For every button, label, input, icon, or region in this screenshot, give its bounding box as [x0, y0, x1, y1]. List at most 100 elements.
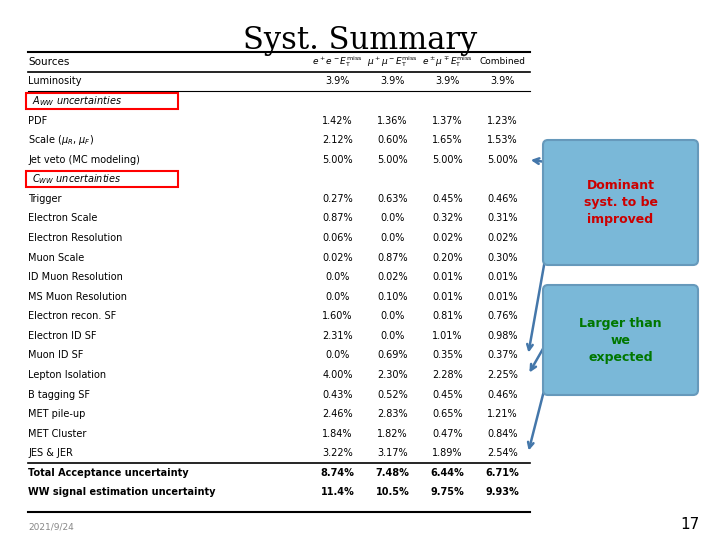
Text: 2.46%: 2.46%: [322, 409, 353, 419]
Text: 5.00%: 5.00%: [432, 154, 463, 165]
Text: 1.01%: 1.01%: [432, 331, 463, 341]
Text: 0.52%: 0.52%: [377, 389, 408, 400]
Text: Lepton Isolation: Lepton Isolation: [28, 370, 106, 380]
Text: 1.82%: 1.82%: [377, 429, 408, 438]
Text: 0.01%: 0.01%: [432, 292, 463, 302]
Text: 0.02%: 0.02%: [487, 233, 518, 243]
Text: 0.30%: 0.30%: [487, 253, 518, 262]
Text: 0.27%: 0.27%: [322, 194, 353, 204]
Text: 17: 17: [680, 517, 700, 532]
Text: 5.00%: 5.00%: [322, 154, 353, 165]
Text: Electron recon. SF: Electron recon. SF: [28, 311, 116, 321]
Text: 0.45%: 0.45%: [432, 389, 463, 400]
Text: 0.02%: 0.02%: [322, 253, 353, 262]
Text: 0.01%: 0.01%: [487, 292, 518, 302]
Text: 5.00%: 5.00%: [377, 154, 408, 165]
Text: Trigger: Trigger: [28, 194, 61, 204]
Text: Jet veto (MC modeling): Jet veto (MC modeling): [28, 154, 140, 165]
Text: 7.48%: 7.48%: [376, 468, 410, 478]
Text: 0.69%: 0.69%: [377, 350, 408, 360]
Text: MS Muon Resolution: MS Muon Resolution: [28, 292, 127, 302]
Text: 0.0%: 0.0%: [380, 311, 405, 321]
Text: 0.47%: 0.47%: [432, 429, 463, 438]
Text: Electron Scale: Electron Scale: [28, 213, 97, 224]
Text: 2.12%: 2.12%: [322, 135, 353, 145]
Text: 11.4%: 11.4%: [320, 488, 354, 497]
Text: 1.37%: 1.37%: [432, 116, 463, 125]
Text: 1.65%: 1.65%: [432, 135, 463, 145]
Text: 3.22%: 3.22%: [322, 448, 353, 458]
Text: 2.28%: 2.28%: [432, 370, 463, 380]
Text: 0.10%: 0.10%: [377, 292, 408, 302]
Text: PDF: PDF: [28, 116, 48, 125]
Text: 1.53%: 1.53%: [487, 135, 518, 145]
Text: 0.20%: 0.20%: [432, 253, 463, 262]
Text: 0.45%: 0.45%: [432, 194, 463, 204]
Text: 2.31%: 2.31%: [322, 331, 353, 341]
Text: MET Cluster: MET Cluster: [28, 429, 86, 438]
Text: 0.0%: 0.0%: [380, 331, 405, 341]
Text: 10.5%: 10.5%: [376, 488, 410, 497]
Text: Muon ID SF: Muon ID SF: [28, 350, 84, 360]
Text: 0.35%: 0.35%: [432, 350, 463, 360]
Text: MET pile-up: MET pile-up: [28, 409, 86, 419]
Text: Electron Resolution: Electron Resolution: [28, 233, 122, 243]
Text: 0.60%: 0.60%: [377, 135, 408, 145]
Text: 0.0%: 0.0%: [325, 272, 350, 282]
Text: 0.76%: 0.76%: [487, 311, 518, 321]
Text: 5.00%: 5.00%: [487, 154, 518, 165]
Text: Sources: Sources: [28, 57, 69, 67]
Text: Total Acceptance uncertainty: Total Acceptance uncertainty: [28, 468, 189, 478]
Text: $A_{WW}$ uncertainties: $A_{WW}$ uncertainties: [32, 94, 122, 108]
Text: 6.44%: 6.44%: [431, 468, 464, 478]
Text: 0.84%: 0.84%: [487, 429, 518, 438]
Text: 0.65%: 0.65%: [432, 409, 463, 419]
Text: 0.0%: 0.0%: [380, 213, 405, 224]
Text: 4.00%: 4.00%: [323, 370, 353, 380]
Text: 1.42%: 1.42%: [322, 116, 353, 125]
Text: 1.60%: 1.60%: [323, 311, 353, 321]
Text: 8.74%: 8.74%: [320, 468, 354, 478]
Text: ID Muon Resolution: ID Muon Resolution: [28, 272, 123, 282]
Bar: [26, 171, 178, 187]
Text: Dominant
syst. to be
improved: Dominant syst. to be improved: [583, 179, 657, 226]
Text: 0.46%: 0.46%: [487, 389, 518, 400]
Text: Syst. Summary: Syst. Summary: [243, 25, 477, 56]
Text: 0.63%: 0.63%: [377, 194, 408, 204]
Text: Larger than
we
expected: Larger than we expected: [579, 316, 662, 363]
Text: 0.01%: 0.01%: [432, 272, 463, 282]
Text: 0.0%: 0.0%: [380, 233, 405, 243]
Text: 0.01%: 0.01%: [487, 272, 518, 282]
Text: 1.21%: 1.21%: [487, 409, 518, 419]
Text: 1.23%: 1.23%: [487, 116, 518, 125]
Text: 1.89%: 1.89%: [432, 448, 463, 458]
FancyBboxPatch shape: [543, 285, 698, 395]
Text: WW signal estimation uncertainty: WW signal estimation uncertainty: [28, 488, 215, 497]
Text: 0.87%: 0.87%: [377, 253, 408, 262]
Text: 0.02%: 0.02%: [432, 233, 463, 243]
Text: 0.02%: 0.02%: [377, 272, 408, 282]
Text: 2.30%: 2.30%: [377, 370, 408, 380]
Text: B tagging SF: B tagging SF: [28, 389, 90, 400]
Text: Combined: Combined: [480, 57, 526, 66]
Text: 0.06%: 0.06%: [323, 233, 353, 243]
Text: 2.83%: 2.83%: [377, 409, 408, 419]
Text: 0.31%: 0.31%: [487, 213, 518, 224]
Text: 0.46%: 0.46%: [487, 194, 518, 204]
Text: 2.54%: 2.54%: [487, 448, 518, 458]
Text: Luminosity: Luminosity: [28, 76, 81, 86]
Text: JES & JER: JES & JER: [28, 448, 73, 458]
Text: 2.25%: 2.25%: [487, 370, 518, 380]
Text: $C_{WW}$ uncertainties: $C_{WW}$ uncertainties: [32, 172, 122, 186]
Text: Scale ($\mu_R$, $\mu_F$): Scale ($\mu_R$, $\mu_F$): [28, 133, 94, 147]
Text: $e^\pm\mu^\mp E_\mathrm{T}^\mathrm{miss}$: $e^\pm\mu^\mp E_\mathrm{T}^\mathrm{miss}…: [422, 55, 473, 69]
Text: 3.9%: 3.9%: [325, 76, 350, 86]
Text: 0.98%: 0.98%: [487, 331, 518, 341]
Text: 3.17%: 3.17%: [377, 448, 408, 458]
Text: 3.9%: 3.9%: [490, 76, 515, 86]
Text: 0.32%: 0.32%: [432, 213, 463, 224]
Text: 0.0%: 0.0%: [325, 292, 350, 302]
Text: 0.87%: 0.87%: [322, 213, 353, 224]
Text: $\mu^+\mu^-E_\mathrm{T}^\mathrm{miss}$: $\mu^+\mu^-E_\mathrm{T}^\mathrm{miss}$: [367, 55, 418, 69]
Text: Electron ID SF: Electron ID SF: [28, 331, 96, 341]
